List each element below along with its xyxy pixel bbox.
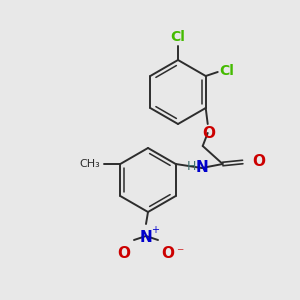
Text: H: H — [187, 160, 196, 172]
Text: Cl: Cl — [171, 30, 185, 44]
Text: +: + — [151, 225, 159, 235]
Text: O: O — [161, 246, 175, 261]
Text: N: N — [140, 230, 152, 245]
Text: N: N — [195, 160, 208, 175]
Text: O: O — [253, 154, 266, 169]
Text: CH₃: CH₃ — [80, 159, 100, 169]
Text: Cl: Cl — [220, 64, 235, 78]
Text: O: O — [118, 246, 130, 261]
Text: O: O — [202, 126, 215, 141]
Text: ⁻: ⁻ — [176, 246, 183, 260]
